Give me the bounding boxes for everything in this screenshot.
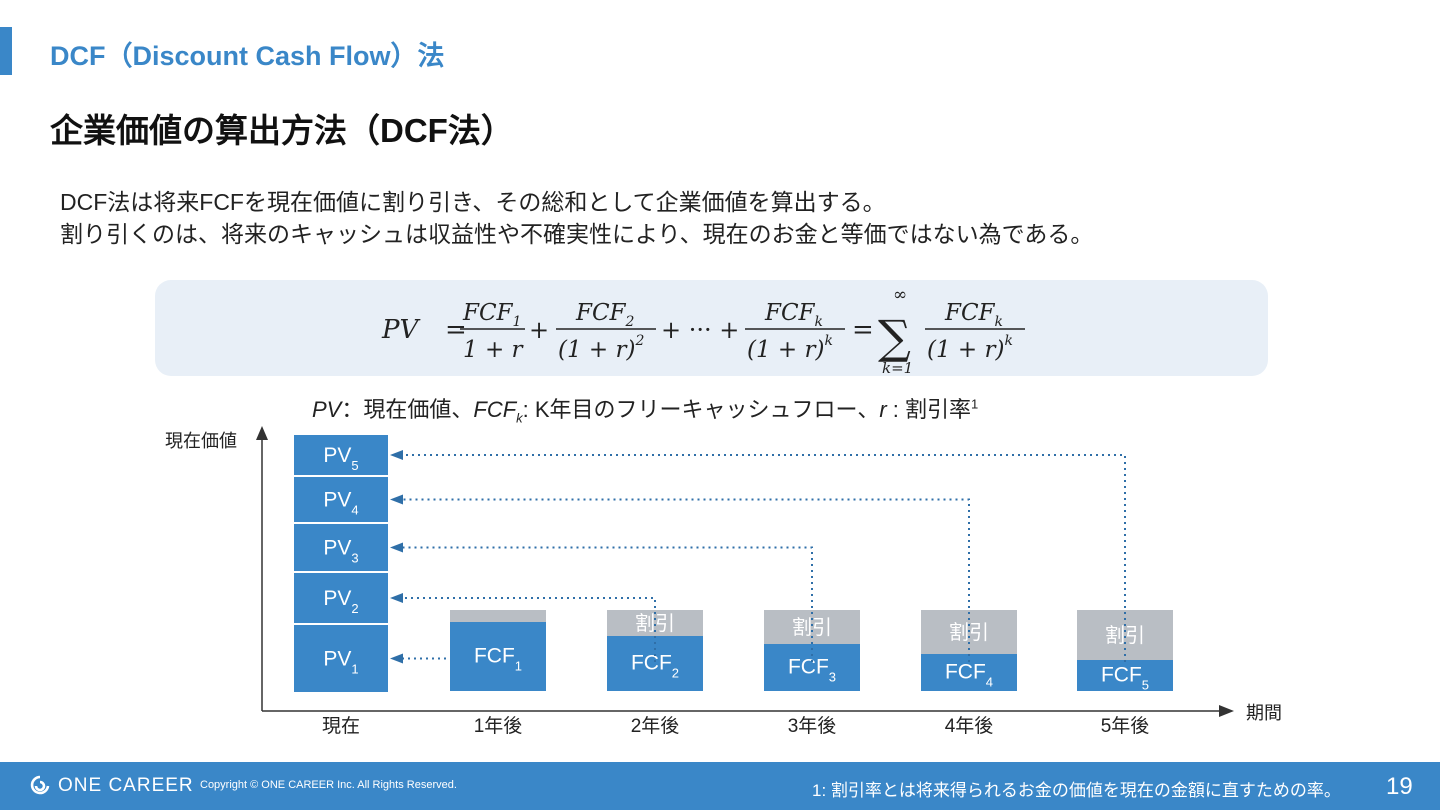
footer: ONE CAREER Copyright © ONE CAREER Inc. A… xyxy=(0,762,1440,810)
pv-box-4 xyxy=(294,477,388,522)
discount-label-3: 割引 xyxy=(792,616,832,639)
description-line-1: DCF法は将来FCFを現在価値に割り引き、その総和として企業価値を算出する。 xyxy=(60,189,886,215)
legend-pv-description: 現在価値、 xyxy=(363,397,474,422)
x-label-1-year: 1年後 xyxy=(474,715,523,737)
formula-equals: = xyxy=(445,315,467,345)
x-label-5-year: 5年後 xyxy=(1101,715,1150,737)
sum-upper-limit: ∞ xyxy=(893,285,907,305)
discount-arrowhead-3 xyxy=(390,542,403,553)
formula-term1-denominator: 1 + r xyxy=(463,337,525,363)
dcf-diagram: PV = FCF1 1 + r + FCF2 (1 + r)2 + ··· + … xyxy=(165,285,1282,737)
discount-arrow-line-4 xyxy=(402,498,970,662)
fcf-bar-3 xyxy=(764,644,860,691)
formula-plus: + xyxy=(529,316,549,344)
formula-ellipsis: + ··· + xyxy=(661,316,739,344)
legend-footnote-marker: 1 xyxy=(971,396,979,412)
summation-sign: ∑ xyxy=(878,310,911,364)
discount-label-5: 割引 xyxy=(1105,624,1145,647)
formula-sum-denominator: (1 + r)k xyxy=(927,333,1013,363)
x-axis-arrowhead xyxy=(1219,705,1234,717)
pv-label-1: PV1 xyxy=(323,648,358,677)
sum-lower-limit: k=1 xyxy=(882,359,913,377)
discount-arrowhead-5 xyxy=(390,450,403,460)
formula-box xyxy=(155,280,1268,376)
pv-box-1 xyxy=(294,625,388,692)
discount-arrowhead-2 xyxy=(390,593,403,603)
discount-arrowhead-1 xyxy=(390,653,403,664)
formula-term2-numerator: FCF2 xyxy=(575,300,635,330)
formula-sum-numerator: FCFk xyxy=(944,300,1003,330)
y-axis-label: 現在価値 xyxy=(165,431,237,451)
pv-label-4: PV4 xyxy=(323,489,358,518)
x-label-4-year: 4年後 xyxy=(945,715,994,737)
formula-termk-denominator: (1 + r)k xyxy=(747,333,833,363)
pv-box-5 xyxy=(294,435,388,475)
discount-label-2: 割引 xyxy=(635,612,675,635)
accent-bar xyxy=(0,27,12,75)
legend-r-description: : 割引率 xyxy=(886,397,972,422)
variable-legend: PV：現在価値、FCFk: K年目のフリーキャッシュフロー、r : 割引率1 xyxy=(312,392,979,426)
footnote: 1: 割引率とは将来得られるお金の価値を現在の金額に直すための率。 xyxy=(812,781,1341,800)
discount-segment-1 xyxy=(450,610,546,622)
formula-equals-2: = xyxy=(852,315,874,345)
logo-icon xyxy=(30,775,50,795)
legend-fcf: FCF xyxy=(473,397,517,422)
pv-label-3: PV3 xyxy=(323,537,358,566)
page-number: 19 xyxy=(1386,773,1413,800)
x-label-2-year: 2年後 xyxy=(631,715,680,737)
x-label-now: 現在 xyxy=(322,715,360,737)
pv-box-3 xyxy=(294,524,388,571)
fcf-label-5: FCF5 xyxy=(1101,664,1149,693)
legend-pv-separator: ： xyxy=(341,397,364,422)
pv-box-2 xyxy=(294,573,388,623)
x-axis-label: 期間 xyxy=(1246,703,1282,723)
legend-fcf-subscript: k xyxy=(516,410,523,426)
formula-term1-numerator: FCF1 xyxy=(462,300,521,330)
fcf-bar-5 xyxy=(1077,660,1173,691)
legend-r: r xyxy=(879,397,887,422)
fcf-label-3: FCF3 xyxy=(788,656,836,685)
fcf-label-2: FCF2 xyxy=(631,652,679,681)
brand-name: ONE CAREER xyxy=(58,775,194,796)
description-line-2: 割り引くのは、将来のキャッシュは収益性や不確実性により、現在のお金と等価ではない… xyxy=(60,221,1094,247)
discount-label-4: 割引 xyxy=(949,621,989,644)
page-title: 企業価値の算出方法（DCF法） xyxy=(50,112,514,149)
formula-term2-denominator: (1 + r)2 xyxy=(558,333,644,363)
fcf-bar-2 xyxy=(607,636,703,691)
copyright: Copyright © ONE CAREER Inc. All Rights R… xyxy=(200,779,457,791)
legend-fcf-description: : K年目のフリーキャッシュフロー、 xyxy=(522,397,880,422)
discount-arrowhead-4 xyxy=(390,494,403,505)
y-axis-arrowhead xyxy=(256,426,268,440)
formula-termk-numerator: FCFk xyxy=(764,300,823,330)
legend-pv: PV xyxy=(312,397,342,422)
fcf-label-1: FCF1 xyxy=(474,645,522,674)
dcf-formula: PV = FCF1 1 + r + FCF2 (1 + r)2 + ··· + … xyxy=(381,285,1025,377)
x-label-3-year: 3年後 xyxy=(788,715,837,737)
brand-logo: ONE CAREER xyxy=(30,774,194,798)
pv-label-5: PV5 xyxy=(323,444,358,473)
fcf-label-4: FCF4 xyxy=(945,661,993,690)
discount-arrow-line-3 xyxy=(402,546,813,662)
discount-segment-3 xyxy=(764,610,860,644)
pv-label-2: PV2 xyxy=(323,587,358,616)
formula-lhs: PV xyxy=(381,315,420,345)
fcf-bar-1 xyxy=(450,622,546,691)
section-title: DCF（Discount Cash Flow）法 xyxy=(50,41,445,71)
